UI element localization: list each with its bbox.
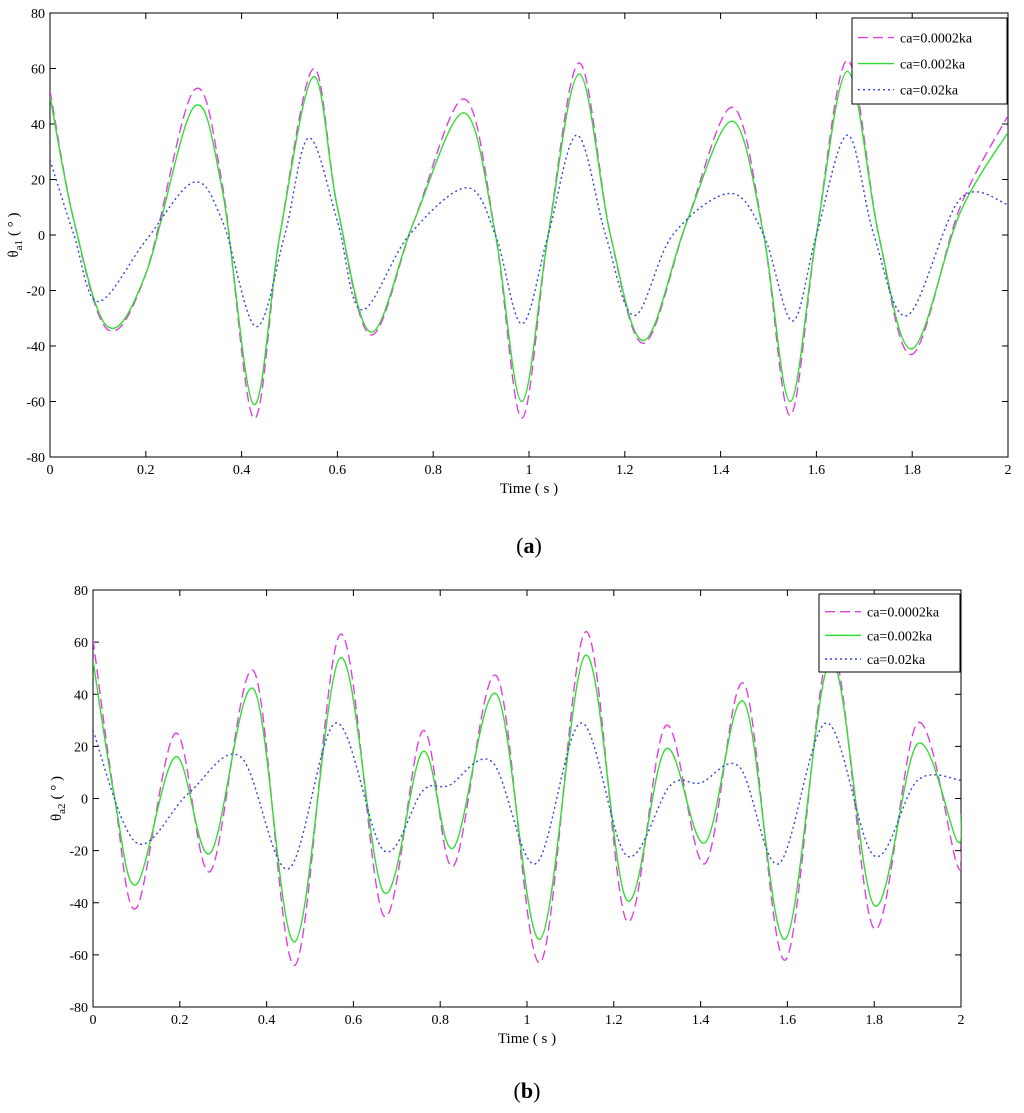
- y-tick-label: 40: [74, 688, 88, 703]
- x-tick-label: 1.4: [712, 463, 730, 478]
- x-tick-label: 1.6: [808, 463, 826, 478]
- x-tick-label: 1.2: [605, 1013, 623, 1028]
- legend-label: ca=0.0002ka: [900, 32, 973, 47]
- y-tick-label: 20: [74, 740, 88, 755]
- series-line-ca-0-0002ka: [93, 630, 961, 967]
- legend-label: ca=0.02ka: [867, 653, 926, 668]
- x-tick-label: 0.8: [431, 1013, 449, 1028]
- panel-caption-letter: a: [524, 533, 535, 558]
- y-axis-subscript: a2: [56, 803, 68, 813]
- y-axis-label: θa1 ( ° ): [6, 212, 25, 257]
- x-tick-label: 0.4: [233, 463, 251, 478]
- x-tick-label: 2: [1005, 463, 1012, 478]
- y-tick-label: -40: [26, 340, 45, 355]
- y-tick-label: 80: [74, 584, 88, 599]
- legend-box: [818, 593, 961, 673]
- series-line-ca-0-002ka: [93, 654, 961, 943]
- panel-caption-letter: b: [521, 1078, 533, 1103]
- legend: ca=0.0002ka ca=0.002ka ca=0.02ka: [851, 17, 1008, 105]
- legend: ca=0.0002ka ca=0.002ka ca=0.02ka: [818, 593, 961, 673]
- y-axis-symbol: θ: [6, 250, 22, 257]
- y-tick-label: 80: [31, 7, 45, 22]
- series-line-ca-0-002ka: [50, 70, 1008, 406]
- y-tick-label: 60: [74, 636, 88, 651]
- y-tick-label: -60: [26, 396, 45, 411]
- x-tick-label: 1: [526, 463, 533, 478]
- x-tick-label: 0.6: [345, 1013, 363, 1028]
- x-tick-label: 1.8: [903, 463, 921, 478]
- series-line-ca-0-02ka: [93, 722, 961, 870]
- y-tick-label: 60: [31, 63, 45, 78]
- x-tick-label: 1.4: [692, 1013, 710, 1028]
- x-tick-label: 1.8: [865, 1013, 883, 1028]
- y-axis-unit: ( ° ): [6, 212, 22, 236]
- x-tick-label: 0: [90, 1013, 97, 1028]
- y-tick-label: -20: [26, 285, 45, 300]
- y-tick-label: -80: [69, 1001, 88, 1016]
- x-tick-label: 0.4: [258, 1013, 276, 1028]
- series-line-ca-0-0002ka: [50, 59, 1008, 419]
- x-tick-label: 1.2: [616, 463, 634, 478]
- x-tick-label: 0.2: [171, 1013, 189, 1028]
- legend-label: ca=0.002ka: [900, 58, 966, 73]
- legend-box: [851, 17, 1008, 105]
- panel-caption: (b): [514, 1078, 541, 1103]
- x-tick-label: 1: [524, 1013, 531, 1028]
- y-axis-unit: ( ° ): [49, 776, 65, 800]
- x-tick-label: 0.8: [424, 463, 442, 478]
- y-tick-label: 40: [31, 118, 45, 133]
- y-tick-label: 0: [38, 229, 45, 244]
- x-tick-label: 2: [958, 1013, 965, 1028]
- x-axis-label: Time ( s ): [498, 1031, 556, 1047]
- x-tick-label: 0.6: [329, 463, 347, 478]
- x-tick-label: 1.6: [779, 1013, 797, 1028]
- y-tick-label: -80: [26, 451, 45, 466]
- y-tick-label: 0: [81, 793, 88, 808]
- y-axis-subscript: a1: [13, 240, 25, 250]
- x-tick-label: 0.2: [137, 463, 155, 478]
- legend-label: ca=0.02ka: [900, 84, 959, 99]
- chart-panel-b: 0 0.2 0.4 0.6 0.8 1 1.2 1.4 1.6 1.8 2 -80 -60 -40 -20 0…: [49, 584, 965, 1103]
- legend-label: ca=0.0002ka: [867, 606, 940, 621]
- y-tick-label: -60: [69, 949, 88, 964]
- y-tick-label: -40: [69, 897, 88, 912]
- y-axis-symbol: θ: [49, 814, 65, 821]
- y-tick-label: 20: [31, 174, 45, 189]
- y-axis-label: θa2 ( ° ): [49, 776, 68, 821]
- chart-panel-a: 0 0.2 0.4 0.6 0.8 1 1.2 1.4 1.6 1.8 2 -80 -60 -40 -20 0…: [6, 7, 1012, 558]
- series-line-ca-0-02ka: [50, 134, 1008, 328]
- legend-label: ca=0.002ka: [867, 629, 933, 644]
- x-axis-label: Time ( s ): [500, 481, 558, 497]
- x-tick-label: 0: [47, 463, 54, 478]
- panel-caption: (a): [516, 533, 542, 558]
- y-tick-label: -20: [69, 845, 88, 860]
